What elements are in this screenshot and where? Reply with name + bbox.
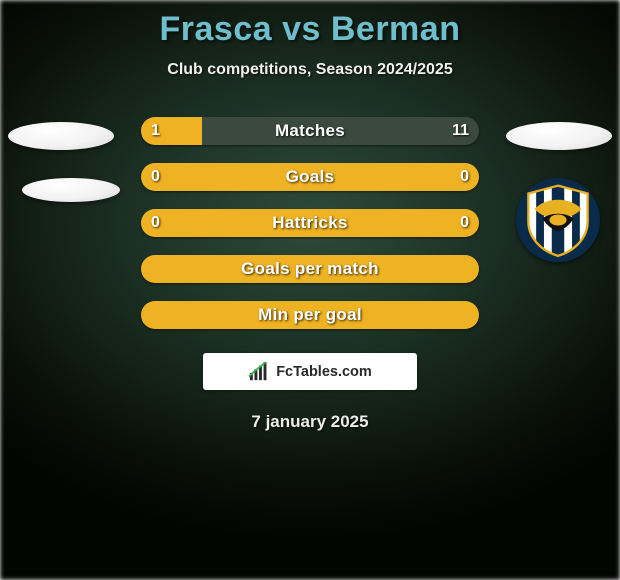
stat-bar: 111Matches [141,117,479,145]
stat-bar-label: Hattricks [141,209,479,237]
subtitle: Club competitions, Season 2024/2025 [0,61,620,79]
player-left-avatar-placeholder-1 [8,122,114,150]
chart-bars-icon [248,362,270,382]
page-title: Frasca vs Berman [0,0,620,49]
stat-bar: Min per goal [141,301,479,329]
club-crest-icon [519,181,597,259]
club-crest [516,178,600,262]
source-badge: FcTables.com [203,353,417,390]
player-left-avatar-placeholder-2 [22,178,120,202]
date-label: 7 january 2025 [0,412,620,432]
stat-bar-label: Min per goal [141,301,479,329]
stat-bar: 00Hattricks [141,209,479,237]
stat-bar-label: Goals per match [141,255,479,283]
stat-bar: 00Goals [141,163,479,191]
stat-bar: Goals per match [141,255,479,283]
player-right-avatar-placeholder [506,122,612,150]
stat-bar-label: Goals [141,163,479,191]
source-label: FcTables.com [276,364,372,380]
stat-bar-label: Matches [141,117,479,145]
